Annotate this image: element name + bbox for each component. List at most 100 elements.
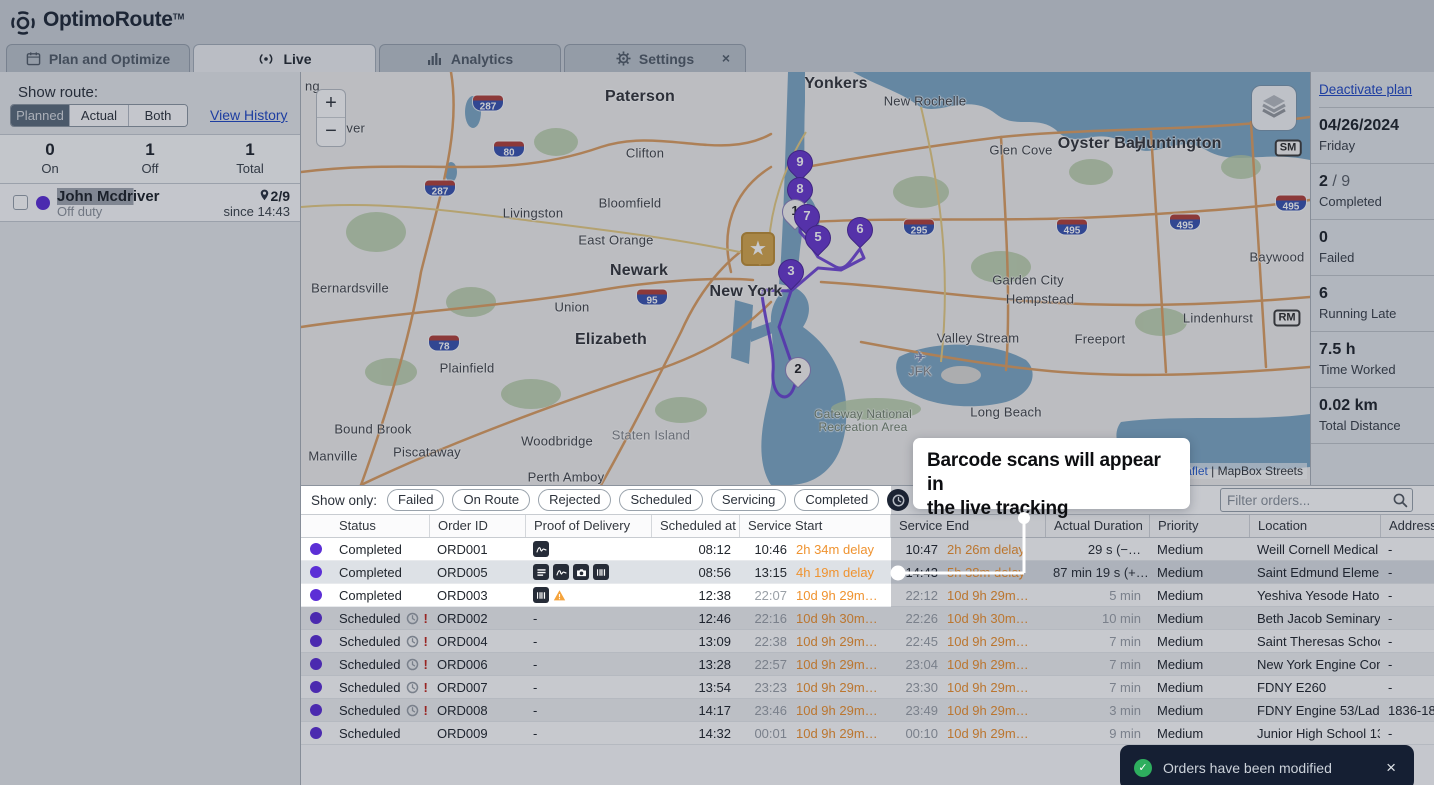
tab-analytics[interactable]: Analytics xyxy=(379,44,561,72)
route-mode-actual[interactable]: Actual xyxy=(70,105,129,126)
cell-status: Scheduled! xyxy=(339,679,428,695)
filter-orders-input[interactable] xyxy=(1227,490,1387,510)
table-row[interactable]: Scheduled! ORD007-13:54 23:23 10d 9h 29m… 23… xyxy=(301,676,1434,699)
notes-icon xyxy=(533,564,549,580)
cell-proof-of-delivery: - xyxy=(533,633,538,649)
pin-number: 5 xyxy=(814,229,822,244)
service-start-delay: 10d 9h 29m… xyxy=(796,633,878,649)
route-stop-pin-6[interactable]: 6 xyxy=(841,211,879,249)
map-label: Garden City xyxy=(992,272,1064,288)
service-end-time: 23:30 xyxy=(905,679,938,695)
route-stop-pin-3[interactable]: 3 xyxy=(772,253,810,291)
cell-proof-of-delivery: - xyxy=(533,610,538,626)
zoom-out-button[interactable]: − xyxy=(325,120,337,142)
service-start-time: 23:23 xyxy=(754,679,787,695)
driver-status-dot xyxy=(36,196,50,210)
summary-value: 0 xyxy=(1319,229,1328,246)
driver-checkbox[interactable] xyxy=(13,195,28,210)
driver-row[interactable]: John Mcdriver Off duty 2/9 since 14:43 xyxy=(0,184,300,222)
cell-proof-of-delivery: - xyxy=(533,679,538,695)
filter-pill-on-route[interactable]: On Route xyxy=(452,489,531,511)
map-label: Perth Amboy xyxy=(527,469,605,485)
column-order-id[interactable]: Order ID xyxy=(429,515,525,537)
leaflet-link[interactable]: aflet xyxy=(1185,464,1208,478)
filter-pill-servicing[interactable]: Servicing xyxy=(710,489,787,511)
service-start-time: 10:46 xyxy=(754,541,787,557)
column-service-start[interactable]: Service Start xyxy=(739,515,890,537)
tab-settings[interactable]: Settings × xyxy=(564,44,746,72)
service-start-time: 13:15 xyxy=(754,564,787,580)
cell-priority: Medium xyxy=(1157,610,1204,626)
cell-proof-of-delivery xyxy=(525,541,651,557)
service-end-time: 10:47 xyxy=(905,541,938,557)
table-row[interactable]: Scheduled ORD009-14:32 00:01 10d 9h 29m… 00:… xyxy=(301,722,1434,745)
route-mode-both[interactable]: Both xyxy=(129,105,187,126)
column-actual-duration[interactable]: Actual Duration xyxy=(1045,515,1149,537)
map-label: Huntington xyxy=(1134,135,1222,152)
cell-service-end: 22:45 10d 9h 29m… xyxy=(890,634,1045,649)
cell-scheduled-at: 13:28 xyxy=(698,656,731,672)
route-stop-pin-8[interactable]: 8 xyxy=(781,171,819,209)
route-badge: SM xyxy=(1274,139,1302,157)
driver-count-off: 1 Off xyxy=(100,135,200,183)
cell-scheduled-at: 08:56 xyxy=(698,564,731,580)
map-layers-button[interactable] xyxy=(1252,86,1296,130)
route-stop-pin-7[interactable]: 7 xyxy=(788,198,826,236)
column-service-end[interactable]: Service End xyxy=(890,515,1045,537)
cell-address: - xyxy=(1388,633,1393,649)
map-label: Oyster Bay xyxy=(1057,135,1145,152)
cell-service-end: 22:12 10d 9h 29m… xyxy=(890,588,1045,603)
clock-icon xyxy=(406,658,419,671)
cell-location: Junior High School 136 xyxy=(1257,725,1380,741)
view-history-link[interactable]: View History xyxy=(210,107,288,123)
table-row[interactable]: Completed ORD003 12:38 22:07 10d 9h 29m… 22:1… xyxy=(301,584,1434,607)
table-row[interactable]: Scheduled! ORD002-12:46 22:16 10d 9h 30m… 22… xyxy=(301,607,1434,630)
route-stop-pin-9[interactable]: 9 xyxy=(781,144,819,182)
column-scheduled-at[interactable]: Scheduled at xyxy=(651,515,739,537)
signature-icon xyxy=(533,541,549,557)
toast-close-icon[interactable]: × xyxy=(1386,757,1396,777)
column-status[interactable]: Status xyxy=(339,518,376,533)
cell-address: - xyxy=(1388,725,1393,741)
route-stop-pin-5[interactable]: 5 xyxy=(799,219,837,257)
route-stop-pin-2[interactable]: 2 xyxy=(779,351,817,389)
table-row[interactable]: Completed ORD001 08:12 10:46 2h 34m delay 10:… xyxy=(301,538,1434,561)
time-button[interactable] xyxy=(887,489,909,511)
depot-star-marker[interactable]: ★ xyxy=(741,232,775,266)
cell-service-end: 22:26 10d 9h 30m… xyxy=(890,611,1045,626)
cell-scheduled-at: 12:46 xyxy=(698,610,731,626)
table-row[interactable]: Scheduled! ORD006-13:28 22:57 10d 9h 29m… 23… xyxy=(301,653,1434,676)
column-address[interactable]: Address xyxy=(1380,515,1434,537)
route-mode-planned[interactable]: Planned xyxy=(11,105,70,126)
map-label: Bloomfield xyxy=(598,195,662,211)
cell-priority: Medium xyxy=(1157,587,1204,603)
cell-proof-of-delivery: - xyxy=(533,725,538,741)
pin-number: 8 xyxy=(796,181,804,196)
deactivate-plan-link[interactable]: Deactivate plan xyxy=(1319,82,1434,108)
filter-pill-rejected[interactable]: Rejected xyxy=(538,489,612,511)
search-icon[interactable] xyxy=(1392,492,1409,514)
cell-address: - xyxy=(1388,587,1393,603)
pin-number: 7 xyxy=(803,208,811,223)
cell-location: Beth Jacob Seminary xyxy=(1257,610,1380,626)
late-alert-icon: ! xyxy=(423,702,428,718)
tab-live[interactable]: Live xyxy=(193,44,376,72)
barcode-icon xyxy=(593,564,609,580)
filter-pill-failed[interactable]: Failed xyxy=(387,489,445,511)
filter-pill-completed[interactable]: Completed xyxy=(794,489,880,511)
zoom-in-button[interactable]: + xyxy=(317,90,345,118)
cell-service-start: 10:46 2h 34m delay xyxy=(739,542,890,557)
clock-icon xyxy=(406,635,419,648)
close-tab-icon[interactable]: × xyxy=(721,50,731,66)
table-row[interactable]: Scheduled! ORD008-14:17 23:46 10d 9h 29m… 23… xyxy=(301,699,1434,722)
tab-bar: Plan and Optimize Live Analytics Setting… xyxy=(0,44,1434,72)
column-proof-of-delivery[interactable]: Proof of Delivery xyxy=(525,515,651,537)
column-priority[interactable]: Priority xyxy=(1149,515,1249,537)
tab-plan-and-optimize[interactable]: Plan and Optimize xyxy=(6,44,190,72)
table-row[interactable]: Scheduled! ORD004-13:09 22:38 10d 9h 29m… 22… xyxy=(301,630,1434,653)
filter-pill-scheduled[interactable]: Scheduled xyxy=(619,489,703,511)
map[interactable]: ng over Paterson Yonkers New Rochelle Clifton… xyxy=(301,72,1310,485)
column-location[interactable]: Location xyxy=(1249,515,1380,537)
order-status-dot xyxy=(310,704,322,716)
interstate-shield: 495 xyxy=(1170,214,1200,232)
